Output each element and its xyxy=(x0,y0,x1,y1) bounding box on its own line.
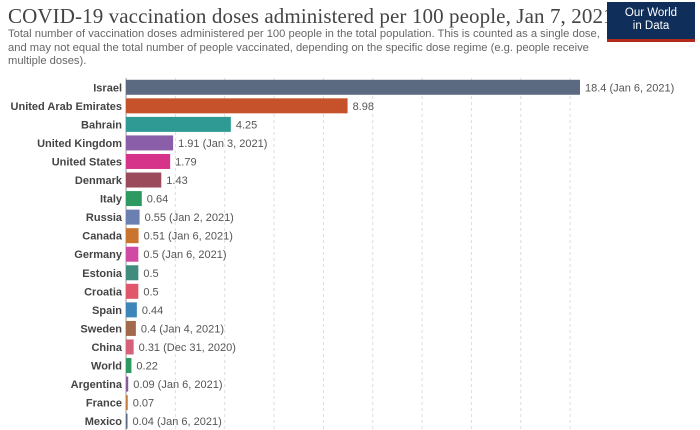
category-label: Bahrain xyxy=(81,119,122,131)
bar-russia[interactable] xyxy=(126,209,140,225)
value-label: 1.43 xyxy=(166,175,187,187)
value-label: 0.51 (Jan 6, 2021) xyxy=(144,231,233,243)
bar-united-kingdom[interactable] xyxy=(126,135,174,151)
value-label: 1.79 xyxy=(175,156,196,168)
bar-united-states[interactable] xyxy=(126,153,171,169)
bar-sweden[interactable] xyxy=(126,320,136,336)
value-label: 8.98 xyxy=(353,101,374,113)
chart-title: COVID-19 vaccination doses administered … xyxy=(8,4,614,28)
value-label: 0.09 (Jan 6, 2021) xyxy=(133,379,222,391)
value-label: 0.4 (Jan 4, 2021) xyxy=(141,323,224,335)
category-label: China xyxy=(91,342,122,354)
value-label: 0.5 xyxy=(143,268,158,280)
category-label: United Arab Emirates xyxy=(11,101,122,113)
value-label: 0.5 (Jan 6, 2021) xyxy=(143,249,226,261)
category-label: Argentina xyxy=(71,379,123,391)
bar-argentina[interactable] xyxy=(126,376,129,392)
category-label: France xyxy=(86,398,122,410)
value-label: 0.55 (Jan 2, 2021) xyxy=(145,212,234,224)
category-label: United Kingdom xyxy=(37,138,122,150)
value-label: 18.4 (Jan 6, 2021) xyxy=(585,82,674,94)
category-labels: Israel United Arab Emirates Bahrain United … xyxy=(11,82,123,428)
bar-canada[interactable] xyxy=(126,228,139,244)
bar-estonia[interactable] xyxy=(126,265,139,281)
category-label: Russia xyxy=(86,212,123,224)
bar-mexico[interactable] xyxy=(126,413,128,429)
value-label: 0.5 xyxy=(143,286,158,298)
category-label: Mexico xyxy=(85,416,123,428)
category-label: Sweden xyxy=(80,323,122,335)
bar-world[interactable] xyxy=(126,358,132,374)
bar-germany[interactable] xyxy=(126,246,139,262)
logo-line-1: Our World xyxy=(624,7,678,19)
category-label: Spain xyxy=(92,305,122,317)
chart-subtitle: Total number of vaccination doses admini… xyxy=(8,28,600,67)
value-labels: 18.4 (Jan 6, 2021) 8.98 4.25 1.91 (Jan 3, 2… xyxy=(133,82,675,428)
category-label: Croatia xyxy=(84,286,123,298)
bar-denmark[interactable] xyxy=(126,172,162,188)
category-label: Canada xyxy=(82,231,123,243)
value-label: 1.91 (Jan 3, 2021) xyxy=(178,138,267,150)
bar-croatia[interactable] xyxy=(126,283,139,299)
logo-line-2: in Data xyxy=(632,19,670,32)
value-label: 0.64 xyxy=(147,194,168,206)
bar-china[interactable] xyxy=(126,339,134,355)
category-label: Israel xyxy=(93,82,122,94)
category-label: Italy xyxy=(100,194,123,206)
value-label: 0.44 xyxy=(142,305,163,317)
category-label: Germany xyxy=(74,249,123,261)
category-label: United States xyxy=(52,156,122,168)
bar-spain[interactable] xyxy=(126,302,137,318)
value-label: 0.31 (Dec 31, 2020) xyxy=(139,342,236,354)
bar-united-arab-emirates[interactable] xyxy=(126,98,348,114)
bar-italy[interactable] xyxy=(126,191,142,207)
value-label: 4.25 xyxy=(236,119,257,131)
value-label: 0.07 xyxy=(133,398,154,410)
value-label: 0.04 (Jan 6, 2021) xyxy=(133,416,222,428)
bar-israel[interactable] xyxy=(126,79,580,95)
category-label: Estonia xyxy=(82,268,123,280)
category-label: Denmark xyxy=(75,175,123,187)
bar-france[interactable] xyxy=(126,395,128,411)
category-label: World xyxy=(91,361,122,373)
bar-bahrain[interactable] xyxy=(126,116,231,132)
bars xyxy=(126,79,580,429)
value-label: 0.22 xyxy=(136,361,157,373)
owid-logo[interactable]: Our World in Data xyxy=(607,2,695,42)
